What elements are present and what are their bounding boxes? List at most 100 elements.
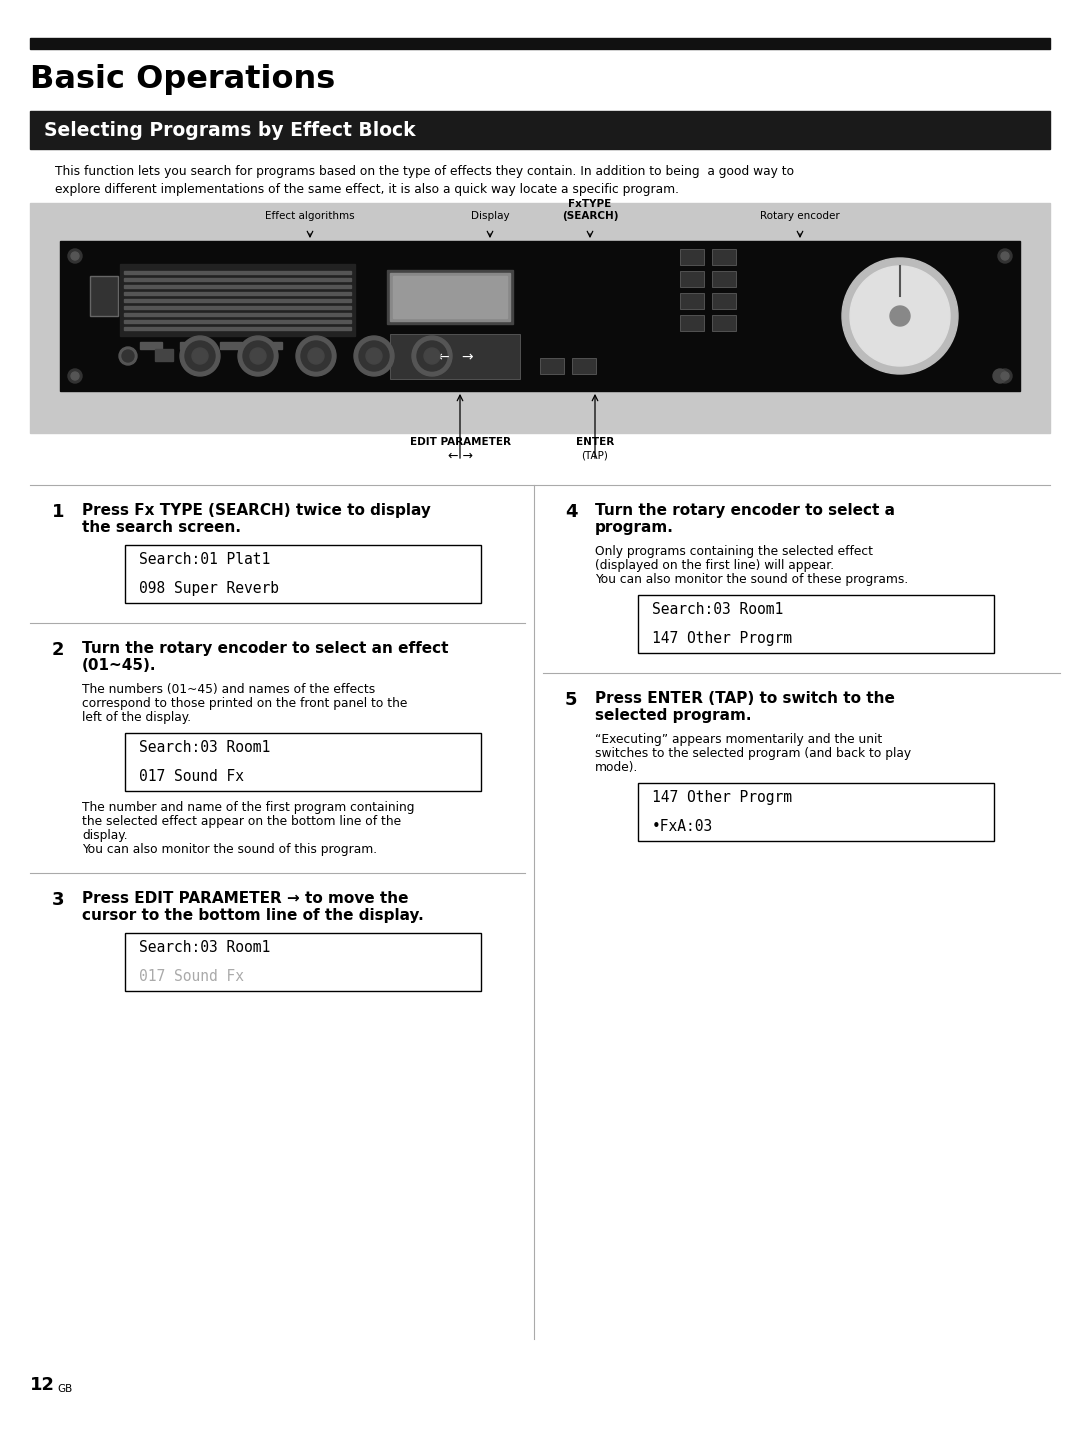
Bar bbox=[220, 342, 242, 350]
Text: 2: 2 bbox=[52, 640, 65, 659]
Bar bbox=[124, 285, 351, 288]
Text: “Executing” appears momentarily and the unit: “Executing” appears momentarily and the … bbox=[595, 732, 882, 745]
Bar bbox=[390, 273, 510, 321]
Bar bbox=[30, 111, 1050, 150]
Text: ← →: ← → bbox=[447, 450, 473, 463]
Text: 3: 3 bbox=[52, 891, 65, 909]
Circle shape bbox=[354, 335, 394, 376]
Circle shape bbox=[296, 335, 336, 376]
Text: This function lets you search for programs based on the type of effects they con: This function lets you search for progra… bbox=[55, 165, 794, 178]
Bar bbox=[30, 37, 1050, 49]
Bar bbox=[540, 358, 564, 374]
Bar bbox=[638, 594, 994, 653]
Bar bbox=[680, 271, 704, 286]
Circle shape bbox=[68, 368, 82, 383]
Text: Basic Operations: Basic Operations bbox=[30, 63, 335, 95]
Bar bbox=[712, 249, 735, 265]
Text: ENTER: ENTER bbox=[576, 437, 615, 448]
Circle shape bbox=[411, 335, 453, 376]
Text: Search:03 Room1: Search:03 Room1 bbox=[652, 603, 783, 617]
Text: (01~45).: (01~45). bbox=[82, 658, 157, 673]
Circle shape bbox=[890, 307, 910, 327]
Bar bbox=[712, 294, 735, 309]
Bar bbox=[125, 732, 481, 791]
Circle shape bbox=[180, 335, 220, 376]
Text: 5: 5 bbox=[565, 691, 578, 709]
Circle shape bbox=[998, 368, 1012, 383]
Circle shape bbox=[238, 335, 278, 376]
Text: display.: display. bbox=[82, 829, 127, 842]
Bar bbox=[124, 314, 351, 317]
Circle shape bbox=[119, 347, 137, 366]
Bar bbox=[124, 271, 351, 273]
Bar bbox=[680, 249, 704, 265]
Text: 1: 1 bbox=[52, 504, 65, 521]
Bar bbox=[572, 358, 596, 374]
Bar bbox=[120, 263, 355, 335]
Text: 017 Sound Fx: 017 Sound Fx bbox=[139, 770, 244, 784]
Text: 147 Other Progrm: 147 Other Progrm bbox=[652, 632, 792, 646]
Circle shape bbox=[185, 341, 215, 371]
Text: EDIT PARAMETER: EDIT PARAMETER bbox=[409, 437, 511, 448]
Text: the search screen.: the search screen. bbox=[82, 519, 241, 535]
Bar bbox=[140, 342, 162, 350]
Text: 4: 4 bbox=[565, 504, 578, 521]
Text: switches to the selected program (and back to play: switches to the selected program (and ba… bbox=[595, 747, 912, 760]
Bar bbox=[90, 276, 118, 317]
Bar bbox=[60, 240, 1020, 391]
Bar bbox=[124, 319, 351, 322]
Text: Press ENTER (TAP) to switch to the: Press ENTER (TAP) to switch to the bbox=[595, 691, 895, 707]
Text: left of the display.: left of the display. bbox=[82, 711, 191, 724]
Text: program.: program. bbox=[595, 519, 674, 535]
Text: cursor to the bottom line of the display.: cursor to the bottom line of the display… bbox=[82, 908, 423, 922]
Bar bbox=[712, 271, 735, 286]
Text: (displayed on the first line) will appear.: (displayed on the first line) will appea… bbox=[595, 558, 834, 571]
Text: 098 Super Reverb: 098 Super Reverb bbox=[139, 581, 279, 596]
Bar bbox=[680, 315, 704, 331]
Text: Selecting Programs by Effect Block: Selecting Programs by Effect Block bbox=[44, 121, 416, 140]
Text: selected program.: selected program. bbox=[595, 708, 752, 722]
Circle shape bbox=[998, 249, 1012, 263]
Circle shape bbox=[993, 368, 1007, 383]
Text: Search:03 Room1: Search:03 Room1 bbox=[139, 740, 270, 755]
Text: Rotary encoder: Rotary encoder bbox=[760, 212, 840, 222]
Text: Effect algorithms: Effect algorithms bbox=[266, 212, 355, 222]
Text: The numbers (01~45) and names of the effects: The numbers (01~45) and names of the eff… bbox=[82, 684, 375, 696]
Text: explore different implementations of the same effect, it is also a quick way loc: explore different implementations of the… bbox=[55, 183, 679, 196]
Text: correspond to those printed on the front panel to the: correspond to those printed on the front… bbox=[82, 696, 407, 709]
Text: FxTYPE: FxTYPE bbox=[568, 199, 611, 209]
Text: 12: 12 bbox=[30, 1376, 55, 1394]
Text: (TAP): (TAP) bbox=[581, 450, 608, 460]
Bar bbox=[638, 783, 994, 840]
Text: 147 Other Progrm: 147 Other Progrm bbox=[652, 790, 792, 806]
Text: Only programs containing the selected effect: Only programs containing the selected ef… bbox=[595, 545, 873, 558]
Text: (SEARCH): (SEARCH) bbox=[562, 212, 618, 222]
Bar bbox=[125, 932, 481, 991]
Circle shape bbox=[243, 341, 273, 371]
Text: Press Fx TYPE (SEARCH) twice to display: Press Fx TYPE (SEARCH) twice to display bbox=[82, 504, 431, 518]
Text: Search:01 Plat1: Search:01 Plat1 bbox=[139, 553, 270, 567]
Text: Display: Display bbox=[471, 212, 510, 222]
Bar bbox=[124, 278, 351, 281]
Bar bbox=[156, 350, 173, 361]
Text: Turn the rotary encoder to select an effect: Turn the rotary encoder to select an eff… bbox=[82, 640, 448, 656]
Bar bbox=[124, 327, 351, 330]
Circle shape bbox=[308, 348, 324, 364]
Circle shape bbox=[359, 341, 389, 371]
Text: •FxA:03: •FxA:03 bbox=[652, 819, 713, 835]
Circle shape bbox=[68, 249, 82, 263]
Circle shape bbox=[850, 266, 950, 366]
Circle shape bbox=[249, 348, 266, 364]
Text: GB: GB bbox=[57, 1384, 72, 1394]
Circle shape bbox=[842, 258, 958, 374]
Circle shape bbox=[417, 341, 447, 371]
Bar bbox=[390, 334, 519, 378]
Circle shape bbox=[122, 350, 134, 363]
Text: The number and name of the first program containing: The number and name of the first program… bbox=[82, 802, 415, 814]
Bar bbox=[260, 342, 282, 350]
Bar bbox=[680, 294, 704, 309]
Bar bbox=[30, 203, 1050, 433]
Circle shape bbox=[1001, 252, 1009, 260]
Bar bbox=[124, 307, 351, 309]
Bar bbox=[393, 276, 507, 318]
